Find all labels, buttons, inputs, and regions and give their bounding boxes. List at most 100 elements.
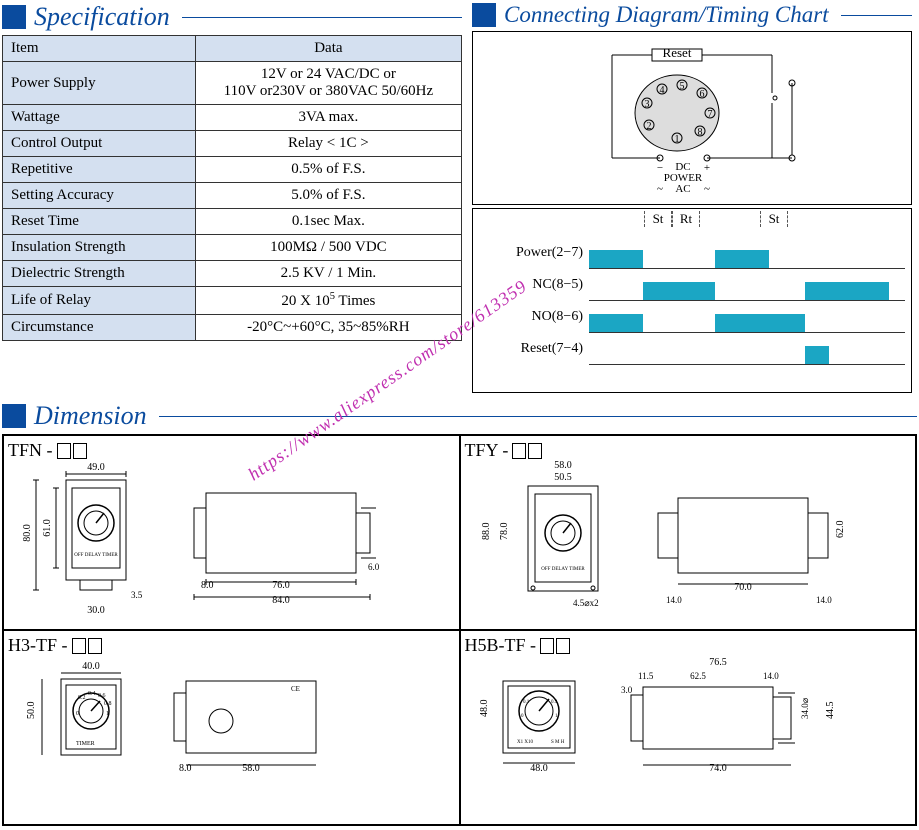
svg-text:1: 1 — [106, 711, 109, 717]
svg-text:88.0: 88.0 — [481, 523, 492, 541]
svg-text:CE: CE — [291, 685, 300, 693]
svg-text:0: 0 — [76, 711, 79, 717]
svg-text:48.0: 48.0 — [479, 700, 490, 718]
dim-drawing-h5btf: 0.10.9 01 X1 X10S M H 48.0 48.0 76.5 11.… — [473, 653, 903, 813]
spec-row-label: Life of Relay — [3, 287, 196, 315]
svg-text:3.5: 3.5 — [131, 590, 143, 600]
svg-text:3.0: 3.0 — [621, 685, 633, 695]
svg-text:S M H: S M H — [551, 740, 565, 745]
spec-header: Specification — [2, 2, 462, 32]
svg-text:30.0: 30.0 — [88, 605, 106, 616]
svg-text:3: 3 — [645, 99, 650, 110]
svg-text:0.6: 0.6 — [98, 693, 106, 699]
timing-row-label: NC(8−5) — [479, 277, 589, 293]
spec-row-label: Wattage — [3, 105, 196, 131]
timing-pulse — [805, 282, 889, 300]
timing-chart: St Rt St Power(2−7) NC(8−5) NO(8−6) Reset(7… — [472, 208, 912, 393]
header-square-icon — [472, 3, 496, 27]
dim-drawing: 0.10.9 01 X1 X10S M H 48.0 48.0 76.5 11.… — [465, 658, 912, 808]
svg-text:+: + — [704, 162, 710, 174]
svg-text:−: − — [657, 162, 663, 174]
spec-row-data: 12V or 24 VAC/DC or110V or230V or 380VAC… — [195, 62, 461, 105]
svg-text:62.5: 62.5 — [690, 671, 706, 681]
svg-text:58.0: 58.0 — [554, 460, 572, 471]
svg-text:49.0: 49.0 — [88, 462, 106, 473]
spec-th-data: Data — [195, 36, 461, 62]
svg-text:OFF DELAY TIMER: OFF DELAY TIMER — [541, 567, 585, 572]
timing-row-label: Reset(7−4) — [479, 341, 589, 357]
svg-text:76.5: 76.5 — [709, 657, 727, 668]
svg-text:0.8: 0.8 — [104, 701, 112, 707]
spec-th-item: Item — [3, 36, 196, 62]
spec-row-label: Circumstance — [3, 315, 196, 341]
timing-row: NO(8−6) — [479, 301, 905, 333]
svg-text:X1 X10: X1 X10 — [517, 740, 533, 745]
conn-header: Connecting Diagram/Timing Chart — [472, 2, 912, 28]
svg-text:11.5: 11.5 — [638, 671, 654, 681]
spec-row-label: Dielectric Strength — [3, 261, 196, 287]
svg-text:14.0: 14.0 — [666, 595, 682, 605]
header-rule — [159, 416, 917, 417]
header-square-icon — [2, 5, 26, 29]
svg-text:6: 6 — [700, 89, 705, 100]
svg-text:14.0: 14.0 — [763, 671, 779, 681]
dimension-cell: H5B-TF - 0.10.9 01 X1 X10S M H 48.0 48.0… — [460, 630, 917, 825]
svg-text:50.5: 50.5 — [554, 472, 572, 483]
header-square-icon — [2, 404, 26, 428]
reset-label: Reset — [663, 45, 692, 60]
svg-text:50.0: 50.0 — [26, 702, 37, 720]
spec-row-label: Control Output — [3, 131, 196, 157]
dimension-cell: TFN - 49.0 OFF DELAY TIMER 80.0 61.0 30.… — [3, 435, 460, 630]
svg-text:4: 4 — [660, 85, 665, 96]
spec-row-data: 20 X 105 Times — [195, 287, 461, 315]
timing-track — [589, 333, 905, 365]
timing-track — [589, 269, 905, 301]
svg-text:34.0⌀: 34.0⌀ — [800, 697, 810, 719]
spec-table: Item Data Power Supply12V or 24 VAC/DC o… — [2, 35, 462, 341]
svg-text:62.0: 62.0 — [835, 521, 846, 539]
svg-text:0.9: 0.9 — [551, 700, 558, 705]
svg-text:80.0: 80.0 — [22, 524, 33, 542]
timing-header-labels: St Rt St — [588, 211, 788, 227]
svg-text:7: 7 — [708, 109, 713, 120]
svg-text:44.5: 44.5 — [825, 702, 836, 720]
dim-drawing: 49.0 OFF DELAY TIMER 80.0 61.0 30.0 3.5 … — [8, 463, 455, 613]
timing-row: Power(2−7) — [479, 237, 905, 269]
connecting-diagram: Reset 1 8 7 6 5 4 3 2 − + DC — [472, 31, 912, 205]
timing-track — [589, 237, 905, 269]
svg-text:0.2: 0.2 — [78, 695, 86, 701]
spec-title: Specification — [34, 2, 170, 32]
svg-text:AC: AC — [675, 183, 690, 193]
timing-pulse — [715, 250, 769, 268]
dim-drawing-tfy: 58.0 50.5 OFF DELAY TIMER 88.0 78.0 4.5⌀… — [473, 458, 903, 618]
svg-text:0.4: 0.4 — [88, 691, 96, 697]
svg-text:61.0: 61.0 — [42, 519, 53, 537]
svg-text:~: ~ — [704, 183, 710, 193]
timing-pulse — [589, 314, 643, 332]
header-rule — [841, 15, 912, 16]
spec-row-data: 0.1sec Max. — [195, 209, 461, 235]
spec-row-label: Reset Time — [3, 209, 196, 235]
svg-text:1: 1 — [675, 134, 680, 145]
svg-text:6.0: 6.0 — [368, 562, 380, 572]
svg-text:~: ~ — [657, 183, 663, 193]
timing-pulse — [643, 282, 715, 300]
svg-text:5: 5 — [680, 81, 685, 92]
spec-row-label: Insulation Strength — [3, 235, 196, 261]
dim-drawing-tfn: 49.0 OFF DELAY TIMER 80.0 61.0 30.0 3.5 … — [16, 458, 446, 618]
spec-row-label: Setting Accuracy — [3, 183, 196, 209]
dim-drawing: 40.0 0.20.40.6 0.810 TIMER 50.0 CE 8.0 5… — [8, 658, 455, 808]
header-rule — [182, 17, 462, 18]
timing-pulse — [589, 250, 643, 268]
timing-row-label: NO(8−6) — [479, 309, 589, 325]
svg-text:4.5⌀x2: 4.5⌀x2 — [573, 598, 599, 608]
spec-row-data: 3VA max. — [195, 105, 461, 131]
dimension-cell: H3-TF - 40.0 0.20.40.6 0.810 TIMER 50.0 … — [3, 630, 460, 825]
timing-row: Reset(7−4) — [479, 333, 905, 365]
dim-header: Dimension — [2, 401, 917, 431]
svg-text:0.1: 0.1 — [523, 700, 530, 705]
svg-text:78.0: 78.0 — [499, 523, 510, 541]
timing-row: NC(8−5) — [479, 269, 905, 301]
conn-title: Connecting Diagram/Timing Chart — [504, 2, 829, 28]
spec-row-label: Repetitive — [3, 157, 196, 183]
